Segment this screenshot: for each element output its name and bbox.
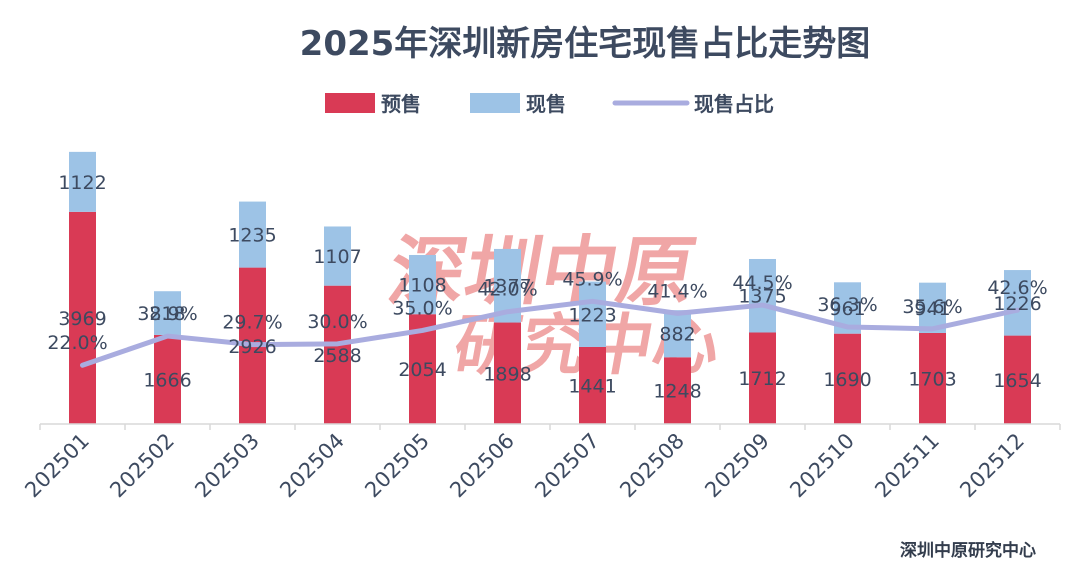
bars-layer [69, 151, 1031, 424]
label-spot-202505: 1108 [398, 275, 446, 297]
bar-spot-202502 [154, 291, 181, 335]
bar-spot-202512 [1004, 270, 1031, 336]
bar-presale-202510 [834, 333, 861, 424]
source-note: 深圳中原研究中心 [900, 540, 1036, 561]
bar-spot-202509 [749, 258, 776, 333]
label-presale-202502: 1666 [143, 369, 191, 391]
x-tick-label-202511: 202511 [870, 429, 944, 503]
legend-label-ratio: 现售占比 [694, 92, 774, 116]
label-spot-202508: 882 [659, 324, 695, 346]
bar-spot-202503 [239, 201, 266, 268]
label-ratio-202505: 35.0% [392, 297, 452, 319]
label-spot-202506: 1377 [483, 276, 531, 298]
label-ratio-202501: 22.0% [47, 332, 107, 354]
label-presale-202507: 1441 [568, 375, 616, 397]
label-presale-202511: 1703 [908, 368, 956, 390]
label-spot-202512: 1226 [993, 293, 1041, 315]
ratio-line [80, 298, 1020, 368]
bar-spot-202501 [69, 151, 96, 212]
legend-swatch-presale [325, 93, 375, 113]
bar-presale-202504 [324, 285, 351, 424]
label-presale-202503: 2926 [228, 336, 276, 358]
x-tick-label-202502: 202502 [105, 429, 179, 503]
x-tick-label-202512: 202512 [955, 429, 1029, 503]
legend-swatch-spot [470, 93, 520, 113]
x-tick-label-202508: 202508 [615, 429, 689, 503]
legend-label-spot: 现售 [526, 92, 566, 116]
bar-spot-202508 [664, 310, 691, 358]
label-ratio-202507: 45.9% [562, 268, 622, 290]
chart-title: 2025年深圳新房住宅现售占比走势图 [300, 24, 871, 64]
x-tick-label-202503: 202503 [190, 429, 264, 503]
label-presale-202504: 2588 [313, 345, 361, 367]
x-tick-label-202505: 202505 [360, 429, 434, 503]
bar-presale-202512 [1004, 335, 1031, 424]
label-ratio-202502: 32.9% [137, 303, 197, 325]
label-ratio-202506: 42.0% [477, 279, 537, 301]
label-spot-202511: 941 [914, 298, 950, 320]
label-ratio-202503: 29.7% [222, 312, 282, 334]
label-presale-202506: 1898 [483, 363, 531, 385]
x-axis: 202501 202502 202503 202504 202505 202506 2025… [20, 423, 1061, 503]
legend: 预售 现售 现售占比 [325, 92, 774, 116]
ratio-line-layer [80, 298, 1020, 368]
bar-spot-202504 [324, 226, 351, 286]
bar-presale-202508 [664, 357, 691, 424]
x-tick-label-202506: 202506 [445, 429, 519, 503]
label-ratio-202512: 42.6% [987, 277, 1047, 299]
label-spot-202504: 1107 [313, 246, 361, 268]
label-presale-202512: 1654 [993, 370, 1041, 392]
label-spot-202510: 961 [829, 298, 865, 320]
bar-presale-202502 [154, 334, 181, 424]
label-spot-202507: 1223 [568, 304, 616, 326]
label-spot-202503: 1235 [228, 225, 276, 247]
label-presale-202505: 2054 [398, 359, 446, 381]
x-tick-label-202507: 202507 [530, 429, 604, 503]
bar-spot-202507 [579, 281, 606, 347]
bar-spot-202505 [409, 254, 436, 315]
bar-presale-202507 [579, 346, 606, 424]
label-presale-202508: 1248 [653, 381, 701, 403]
label-presale-202501: 3969 [58, 308, 106, 330]
label-ratio-202509: 44.5% [732, 272, 792, 294]
label-spot-202509: 1375 [738, 286, 786, 308]
label-ratio-202504: 30.0% [307, 311, 367, 333]
label-ratio-202508: 41.4% [647, 280, 707, 302]
label-spot-202501: 1122 [58, 172, 106, 194]
bar-presale-202501 [69, 211, 96, 424]
label-presale-202509: 1712 [738, 368, 786, 390]
label-ratio-202511: 35.6% [902, 296, 962, 318]
label-ratio-202510: 36.3% [817, 294, 877, 316]
bar-presale-202509 [749, 332, 776, 424]
bar-presale-202506 [494, 322, 521, 424]
label-spot-202502: 818 [149, 303, 185, 325]
label-presale-202510: 1690 [823, 369, 871, 391]
data-labels-layer: 3969 1122 1666 818 2926 1235 2588 1107 2054 1108 1… [47, 172, 1047, 403]
legend-label-presale: 预售 [381, 92, 421, 116]
x-tick-label-202509: 202509 [700, 429, 774, 503]
x-tick-label-202510: 202510 [785, 429, 859, 503]
bar-presale-202511 [919, 332, 946, 424]
x-tick-label-202501: 202501 [20, 429, 94, 503]
x-tick-label-202504: 202504 [275, 429, 349, 503]
